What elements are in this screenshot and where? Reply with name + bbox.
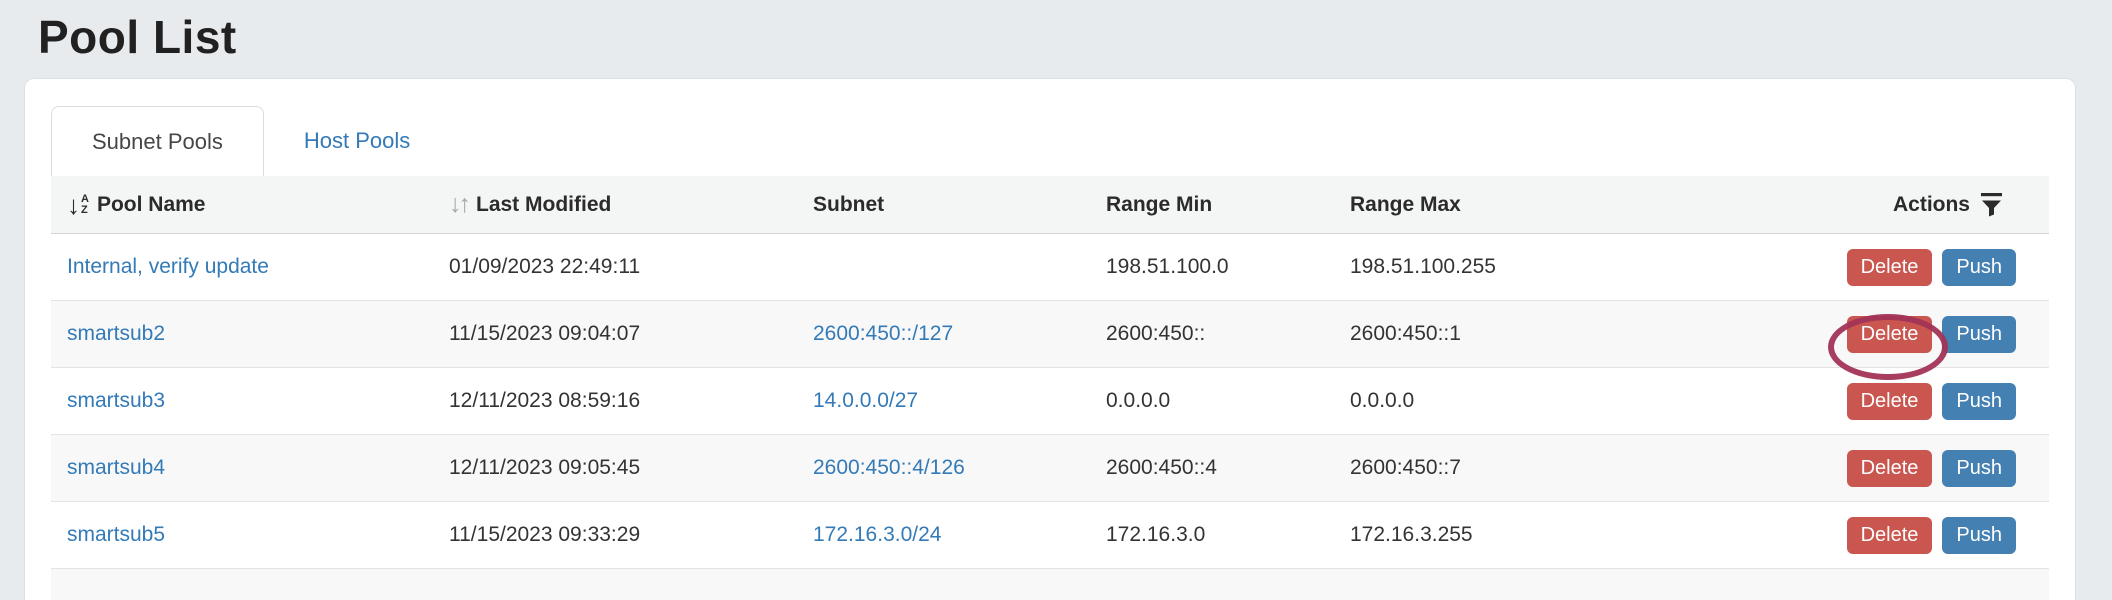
tab-subnet-pools[interactable]: Subnet Pools: [51, 106, 264, 176]
page-title: Pool List: [38, 11, 237, 63]
sort-both-icon[interactable]: ↓↑: [449, 190, 471, 218]
column-header-pool-name[interactable]: ↓ A Z Pool Name: [51, 192, 433, 218]
table-header-row: ↓ A Z Pool Name ↓↑ Last Modified Subnet Ra…: [51, 176, 2049, 234]
column-header-last-modified-label: Last Modified: [476, 192, 612, 216]
column-header-range-max-label: Range Max: [1350, 192, 1461, 216]
subnet-link[interactable]: 14.0.0.0/27: [813, 389, 919, 412]
tab-host-pools-label: Host Pools: [303, 128, 411, 153]
push-button[interactable]: Push: [1942, 449, 2016, 487]
table-row: smartsub5 11/15/2023 09:33:29 172.16.3.0…: [51, 502, 2049, 569]
tab-host-pools[interactable]: Host Pools: [264, 106, 450, 176]
range-max-value: 172.16.3.255: [1350, 523, 1473, 546]
column-header-subnet-label: Subnet: [813, 192, 885, 216]
last-modified-value: 12/11/2023 09:05:45: [449, 456, 641, 479]
column-header-subnet: Subnet: [797, 193, 1090, 217]
delete-button[interactable]: Delete: [1846, 382, 1933, 420]
table-row-partial: [51, 569, 2049, 600]
subnet-link[interactable]: 2600:450::/127: [813, 322, 954, 345]
column-header-pool-name-label: Pool Name: [96, 192, 206, 216]
tab-subnet-pools-label: Subnet Pools: [92, 128, 223, 154]
table-row: smartsub4 12/11/2023 09:05:45 2600:450::…: [51, 435, 2049, 502]
range-min-value: 172.16.3.0: [1106, 523, 1206, 546]
table-row: smartsub3 12/11/2023 08:59:16 14.0.0.0/2…: [51, 368, 2049, 435]
delete-button-annotated[interactable]: Delete: [1846, 315, 1933, 353]
push-button[interactable]: Push: [1942, 315, 2016, 353]
column-header-range-min-label: Range Min: [1106, 192, 1213, 216]
delete-button[interactable]: Delete: [1846, 248, 1933, 286]
pool-name-link[interactable]: Internal, verify update: [67, 255, 269, 278]
last-modified-value: 12/11/2023 08:59:16: [449, 389, 641, 412]
range-max-value: 2600:450::7: [1350, 456, 1461, 479]
table-row: smartsub2 11/15/2023 09:04:07 2600:450::…: [51, 301, 2049, 368]
range-max-value: 0.0.0.0: [1350, 389, 1415, 412]
push-button[interactable]: Push: [1942, 248, 2016, 286]
column-header-last-modified[interactable]: ↓↑ Last Modified: [433, 192, 797, 217]
delete-button[interactable]: Delete: [1846, 449, 1933, 487]
range-min-value: 198.51.100.0: [1106, 255, 1229, 278]
pool-tabs: Subnet Pools Host Pools: [51, 106, 2049, 176]
delete-button[interactable]: Delete: [1846, 516, 1933, 554]
subnet-link[interactable]: 2600:450::4/126: [813, 456, 965, 479]
pool-name-link[interactable]: smartsub5: [67, 523, 166, 546]
column-header-range-min: Range Min: [1090, 193, 1334, 217]
last-modified-value: 11/15/2023 09:33:29: [449, 523, 641, 546]
pool-name-link[interactable]: smartsub3: [67, 389, 166, 412]
pool-name-link[interactable]: smartsub4: [67, 456, 166, 479]
column-header-range-max: Range Max: [1334, 193, 1594, 217]
range-max-value: 2600:450::1: [1350, 322, 1461, 345]
pool-name-link[interactable]: smartsub2: [67, 322, 166, 345]
range-min-value: 2600:450::4: [1106, 456, 1217, 479]
push-button[interactable]: Push: [1942, 382, 2016, 420]
pool-list-card: Subnet Pools Host Pools ↓ A Z Pool Name ↓↑…: [24, 78, 2076, 600]
sort-alpha-asc-icon[interactable]: ↓ A Z: [67, 189, 89, 220]
last-modified-value: 01/09/2023 22:49:11: [449, 255, 641, 278]
column-header-actions: Actions: [1594, 192, 2049, 217]
column-header-actions-label: Actions: [1892, 192, 1970, 216]
subnet-pools-table: ↓ A Z Pool Name ↓↑ Last Modified Subnet Ra…: [51, 176, 2049, 600]
filter-icon[interactable]: [1980, 192, 2003, 217]
last-modified-value: 11/15/2023 09:04:07: [449, 322, 641, 345]
range-min-value: 0.0.0.0: [1106, 389, 1171, 412]
range-max-value: 198.51.100.255: [1350, 255, 1496, 278]
table-row: Internal, verify update 01/09/2023 22:49…: [51, 234, 2049, 301]
range-min-value: 2600:450::: [1106, 322, 1206, 345]
push-button[interactable]: Push: [1942, 516, 2016, 554]
subnet-link[interactable]: 172.16.3.0/24: [813, 523, 942, 546]
